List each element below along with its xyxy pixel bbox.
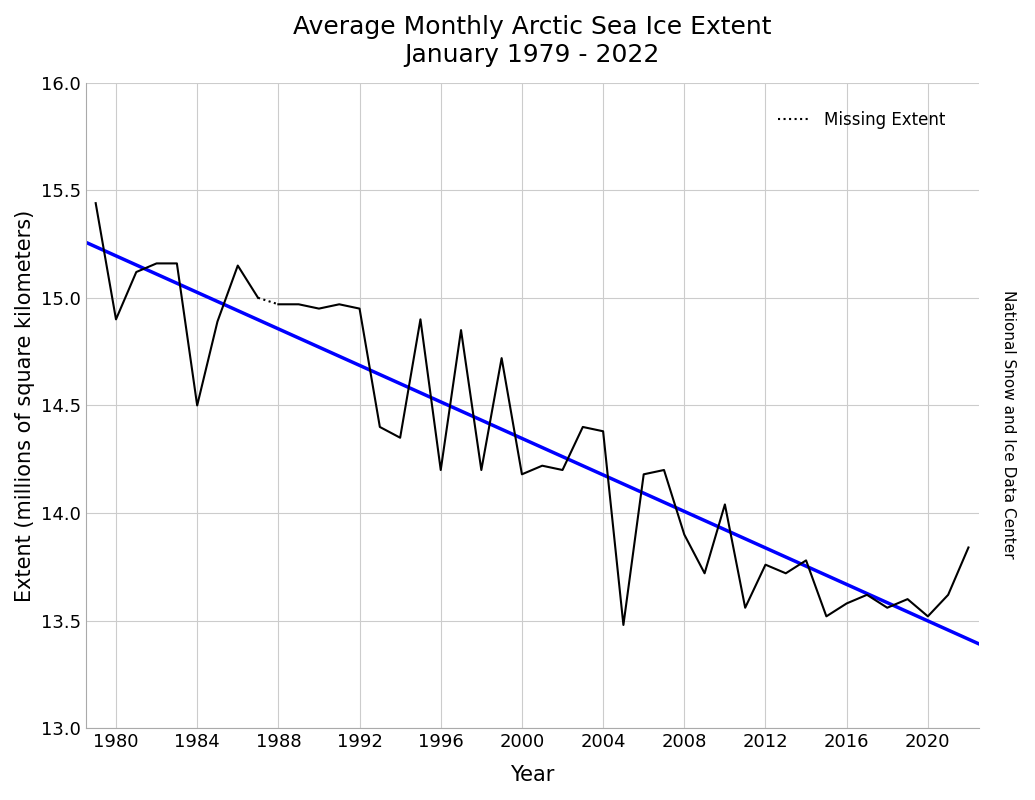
Y-axis label: Extent (millions of square kilometers): Extent (millions of square kilometers) (14, 210, 35, 602)
Text: National Snow and Ice Data Center: National Snow and Ice Data Center (1002, 290, 1016, 558)
Legend: Missing Extent: Missing Extent (771, 104, 952, 135)
X-axis label: Year: Year (510, 765, 555, 785)
Title: Average Monthly Arctic Sea Ice Extent
January 1979 - 2022: Average Monthly Arctic Sea Ice Extent Ja… (293, 15, 771, 66)
